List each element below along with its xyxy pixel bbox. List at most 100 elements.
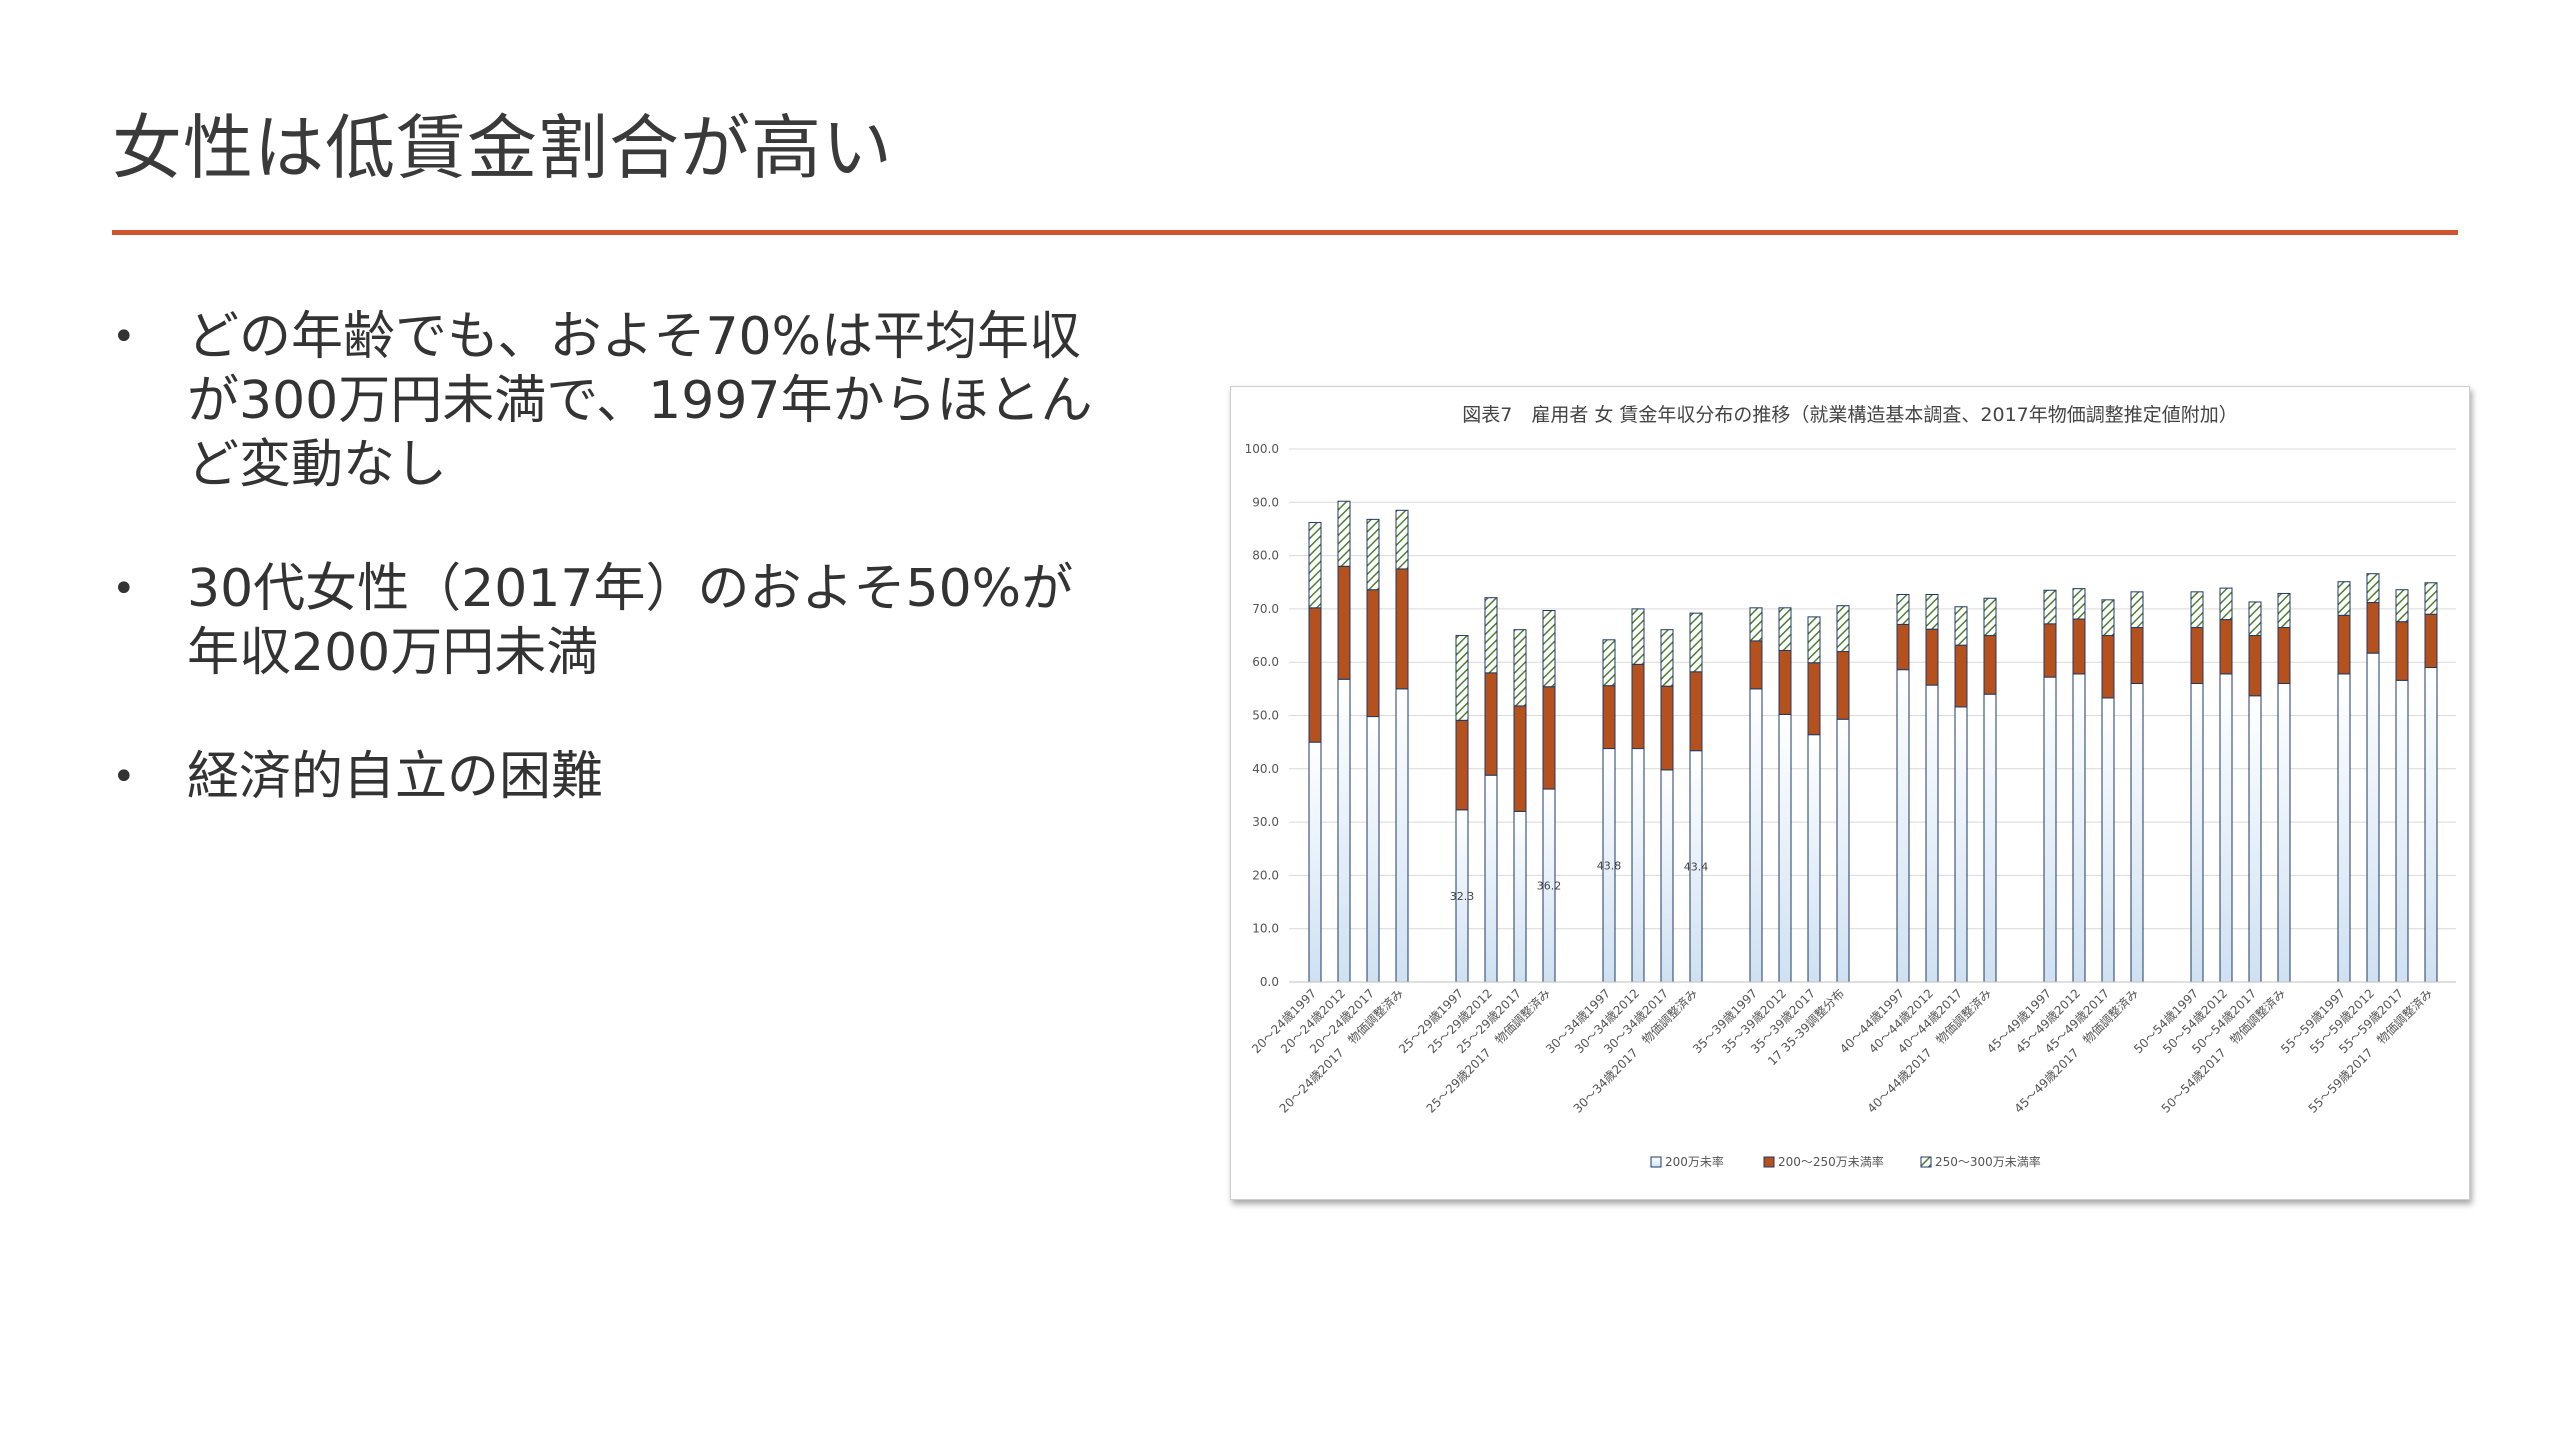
bar-segment-2	[2248, 635, 2262, 697]
bullet-dot: •	[112, 754, 136, 800]
y-tick-label: 40.0	[1252, 762, 1279, 776]
bar-segment-1	[1896, 669, 1910, 983]
bar-segment-3	[2248, 601, 2262, 637]
bar-segment-3	[1807, 616, 1821, 664]
data-label: 32.3	[1450, 890, 1475, 903]
bar-segment-2	[2043, 623, 2057, 678]
bar-segment-2	[1337, 565, 1351, 680]
bar-segment-3	[2219, 587, 2233, 621]
bar-segment-3	[2277, 592, 2291, 629]
y-tick-label: 90.0	[1252, 495, 1279, 509]
bar-segment-3	[1836, 605, 1850, 653]
bar-segment-1	[1484, 774, 1498, 983]
bar-segment-1	[1983, 693, 1997, 983]
bar-segment-1	[2366, 652, 2380, 983]
bar-segment-2	[2277, 627, 2291, 685]
bar-segment-3	[2366, 573, 2380, 604]
bar-segment-3	[2337, 581, 2351, 616]
bar-segment-3	[1455, 635, 1469, 721]
bar-segment-2	[2101, 635, 2115, 699]
bar-segment-3	[1660, 629, 1674, 687]
bar-segment-2	[1749, 640, 1763, 690]
bullet-line: 年収200万円未満	[187, 623, 599, 683]
bar-segment-3	[1366, 518, 1380, 591]
bar-segment-2	[2190, 627, 2204, 685]
bullet-list: • どの年齢でも、およそ70%は平均年収 が300万円未満で、1997年からほとんど…	[112, 305, 1172, 869]
data-label: 43.4	[1684, 860, 1709, 873]
bar-segment-3	[1484, 597, 1498, 674]
bar-segment-1	[1836, 718, 1850, 983]
bar-segment-3	[1689, 612, 1703, 673]
bullet-item: • どの年齢でも、およそ70%は平均年収 が300万円未満で、1997年からほとんど…	[112, 305, 1172, 497]
bar-segment-2	[1366, 589, 1380, 718]
bar-segment-1	[2337, 673, 2351, 983]
bar-segment-2	[1689, 671, 1703, 752]
bar-segment-1	[1749, 688, 1763, 983]
bar-segment-1	[1660, 769, 1674, 983]
bar-segment-1	[1366, 716, 1380, 983]
bar-segment-3	[2101, 599, 2115, 637]
legend-swatch	[1763, 1156, 1775, 1168]
bar-segment-3	[1925, 594, 1939, 630]
bar-segment-2	[1455, 719, 1469, 811]
bar-segment-2	[1925, 628, 1939, 686]
bar-segment-1	[2043, 676, 2057, 983]
bullet-line: が300万円未満で、1997年からほとん	[187, 371, 1093, 431]
y-tick-label: 10.0	[1252, 922, 1279, 936]
legend-label: 250～300万未満率	[1935, 1154, 2041, 1169]
bar-segment-1	[1778, 713, 1792, 983]
bar-segment-3	[1395, 509, 1409, 570]
bar-segment-2	[1484, 672, 1498, 776]
bar-segment-2	[1602, 685, 1616, 750]
bar-segment-3	[1631, 608, 1645, 665]
bar-segment-2	[2337, 614, 2351, 675]
bar-segment-2	[1395, 568, 1409, 690]
chart-figure: 図表7 雇用者 女 賃金年収分布の推移（就業構造基本調査、2017年物価調整推定…	[1230, 386, 2470, 1200]
bar-segment-2	[1660, 685, 1674, 771]
data-label: 36.2	[1537, 880, 1562, 893]
y-tick-label: 100.0	[1245, 442, 1279, 456]
y-tick-label: 70.0	[1252, 602, 1279, 616]
stacked-bar-chart: 図表7 雇用者 女 賃金年収分布の推移（就業構造基本調査、2017年物価調整推定…	[1245, 404, 2456, 1169]
bar-segment-2	[1807, 662, 1821, 736]
bar-segment-1	[1308, 741, 1322, 983]
data-label: 43.8	[1597, 859, 1622, 872]
bar-segment-2	[1954, 644, 1968, 708]
bar-segment-1	[1631, 748, 1645, 983]
bar-segment-1	[2101, 697, 2115, 983]
bar-segment-3	[1896, 594, 1910, 625]
bar-segment-2	[2366, 602, 2380, 654]
bar-segment-3	[1778, 607, 1792, 651]
bar-segment-1	[2424, 667, 2438, 983]
bar-segment-3	[1337, 500, 1351, 567]
bar-segment-1	[1395, 688, 1409, 983]
bar-segment-2	[1983, 635, 1997, 695]
bar-segment-2	[1308, 607, 1322, 743]
bar-segment-3	[1954, 606, 1968, 646]
bar-segment-3	[2424, 582, 2438, 615]
bar-segment-1	[2072, 673, 2086, 983]
y-tick-label: 60.0	[1252, 655, 1279, 669]
bar-segment-1	[1513, 810, 1527, 983]
bar-segment-3	[2043, 589, 2057, 625]
bar-segment-2	[1513, 705, 1527, 812]
bar-segment-1	[1954, 706, 1968, 983]
bar-segment-3	[1602, 639, 1616, 687]
y-tick-label: 30.0	[1252, 815, 1279, 829]
bar-segment-3	[2130, 591, 2144, 629]
legend-swatch	[1920, 1156, 1932, 1168]
bar-segment-2	[2130, 627, 2144, 685]
bar-segment-3	[2072, 588, 2086, 620]
bullet-item: • 30代女性（2017年）のおよそ50%が 年収200万円未満	[112, 557, 1172, 685]
legend-swatch	[1650, 1156, 1662, 1168]
bar-segment-1	[1807, 734, 1821, 983]
bar-segment-3	[2190, 591, 2204, 629]
bar-segment-2	[2424, 613, 2438, 669]
bullet-item: • 経済的自立の困難	[112, 745, 1172, 809]
bullet-dot: •	[112, 314, 136, 360]
bullet-line: 30代女性（2017年）のおよそ50%が	[187, 559, 1074, 619]
y-tick-label: 80.0	[1252, 549, 1279, 563]
bar-segment-1	[2130, 683, 2144, 983]
bar-segment-3	[1749, 607, 1763, 642]
bar-segment-2	[1896, 623, 1910, 671]
